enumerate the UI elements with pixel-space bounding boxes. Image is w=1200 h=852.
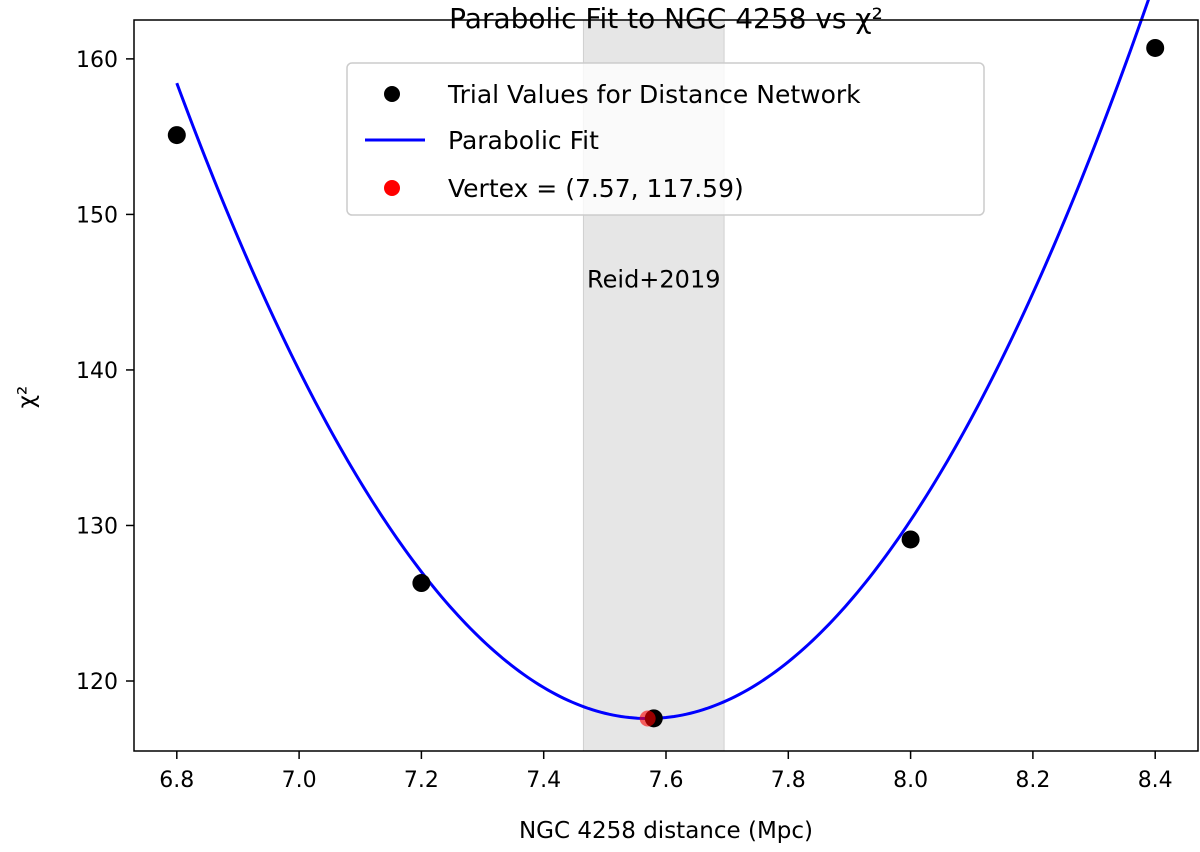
legend: Trial Values for Distance Network Parabo… [346,62,985,216]
vertex-point [639,710,656,727]
trial-value-point [412,574,431,593]
trial-value-point [1146,38,1165,57]
x-tick-label: 7.6 [649,768,684,793]
x-axis: 6.8 7.0 7.2 7.4 7.6 7.8 8.0 8.2 8.4 [159,751,1173,793]
parabolic-fit-line [175,0,1150,720]
legend-label-vertex: Vertex = (7.57, 117.59) [448,174,744,203]
x-tick-label: 6.8 [159,768,194,793]
y-tick-label: 160 [76,48,118,73]
x-axis-label: NGC 4258 distance (Mpc) [519,818,813,844]
y-axis: 120 130 140 150 160 [76,48,134,695]
legend-marker-trial-values [384,86,400,102]
trial-value-point [167,126,186,145]
y-tick-label: 120 [76,670,118,695]
y-tick-label: 140 [76,359,118,384]
legend-label-parabolic-fit: Parabolic Fit [448,126,599,155]
band-label: Reid+2019 [587,266,720,294]
trial-value-point [901,530,920,549]
y-axis-label: χ² [14,386,40,409]
x-tick-label: 8.2 [1015,768,1050,793]
legend-label-trial-values: Trial Values for Distance Network [447,80,861,109]
chart-title: Parabolic Fit to NGC 4258 vs χ² [449,2,883,35]
x-tick-label: 7.4 [526,768,561,793]
y-tick-label: 150 [76,203,118,228]
x-tick-label: 7.8 [771,768,806,793]
x-tick-label: 7.0 [282,768,317,793]
legend-marker-vertex [384,180,400,196]
x-tick-label: 8.0 [893,768,928,793]
x-tick-label: 8.4 [1138,768,1173,793]
legend-box [346,62,985,216]
y-tick-label: 130 [76,514,118,539]
x-tick-label: 7.2 [404,768,439,793]
